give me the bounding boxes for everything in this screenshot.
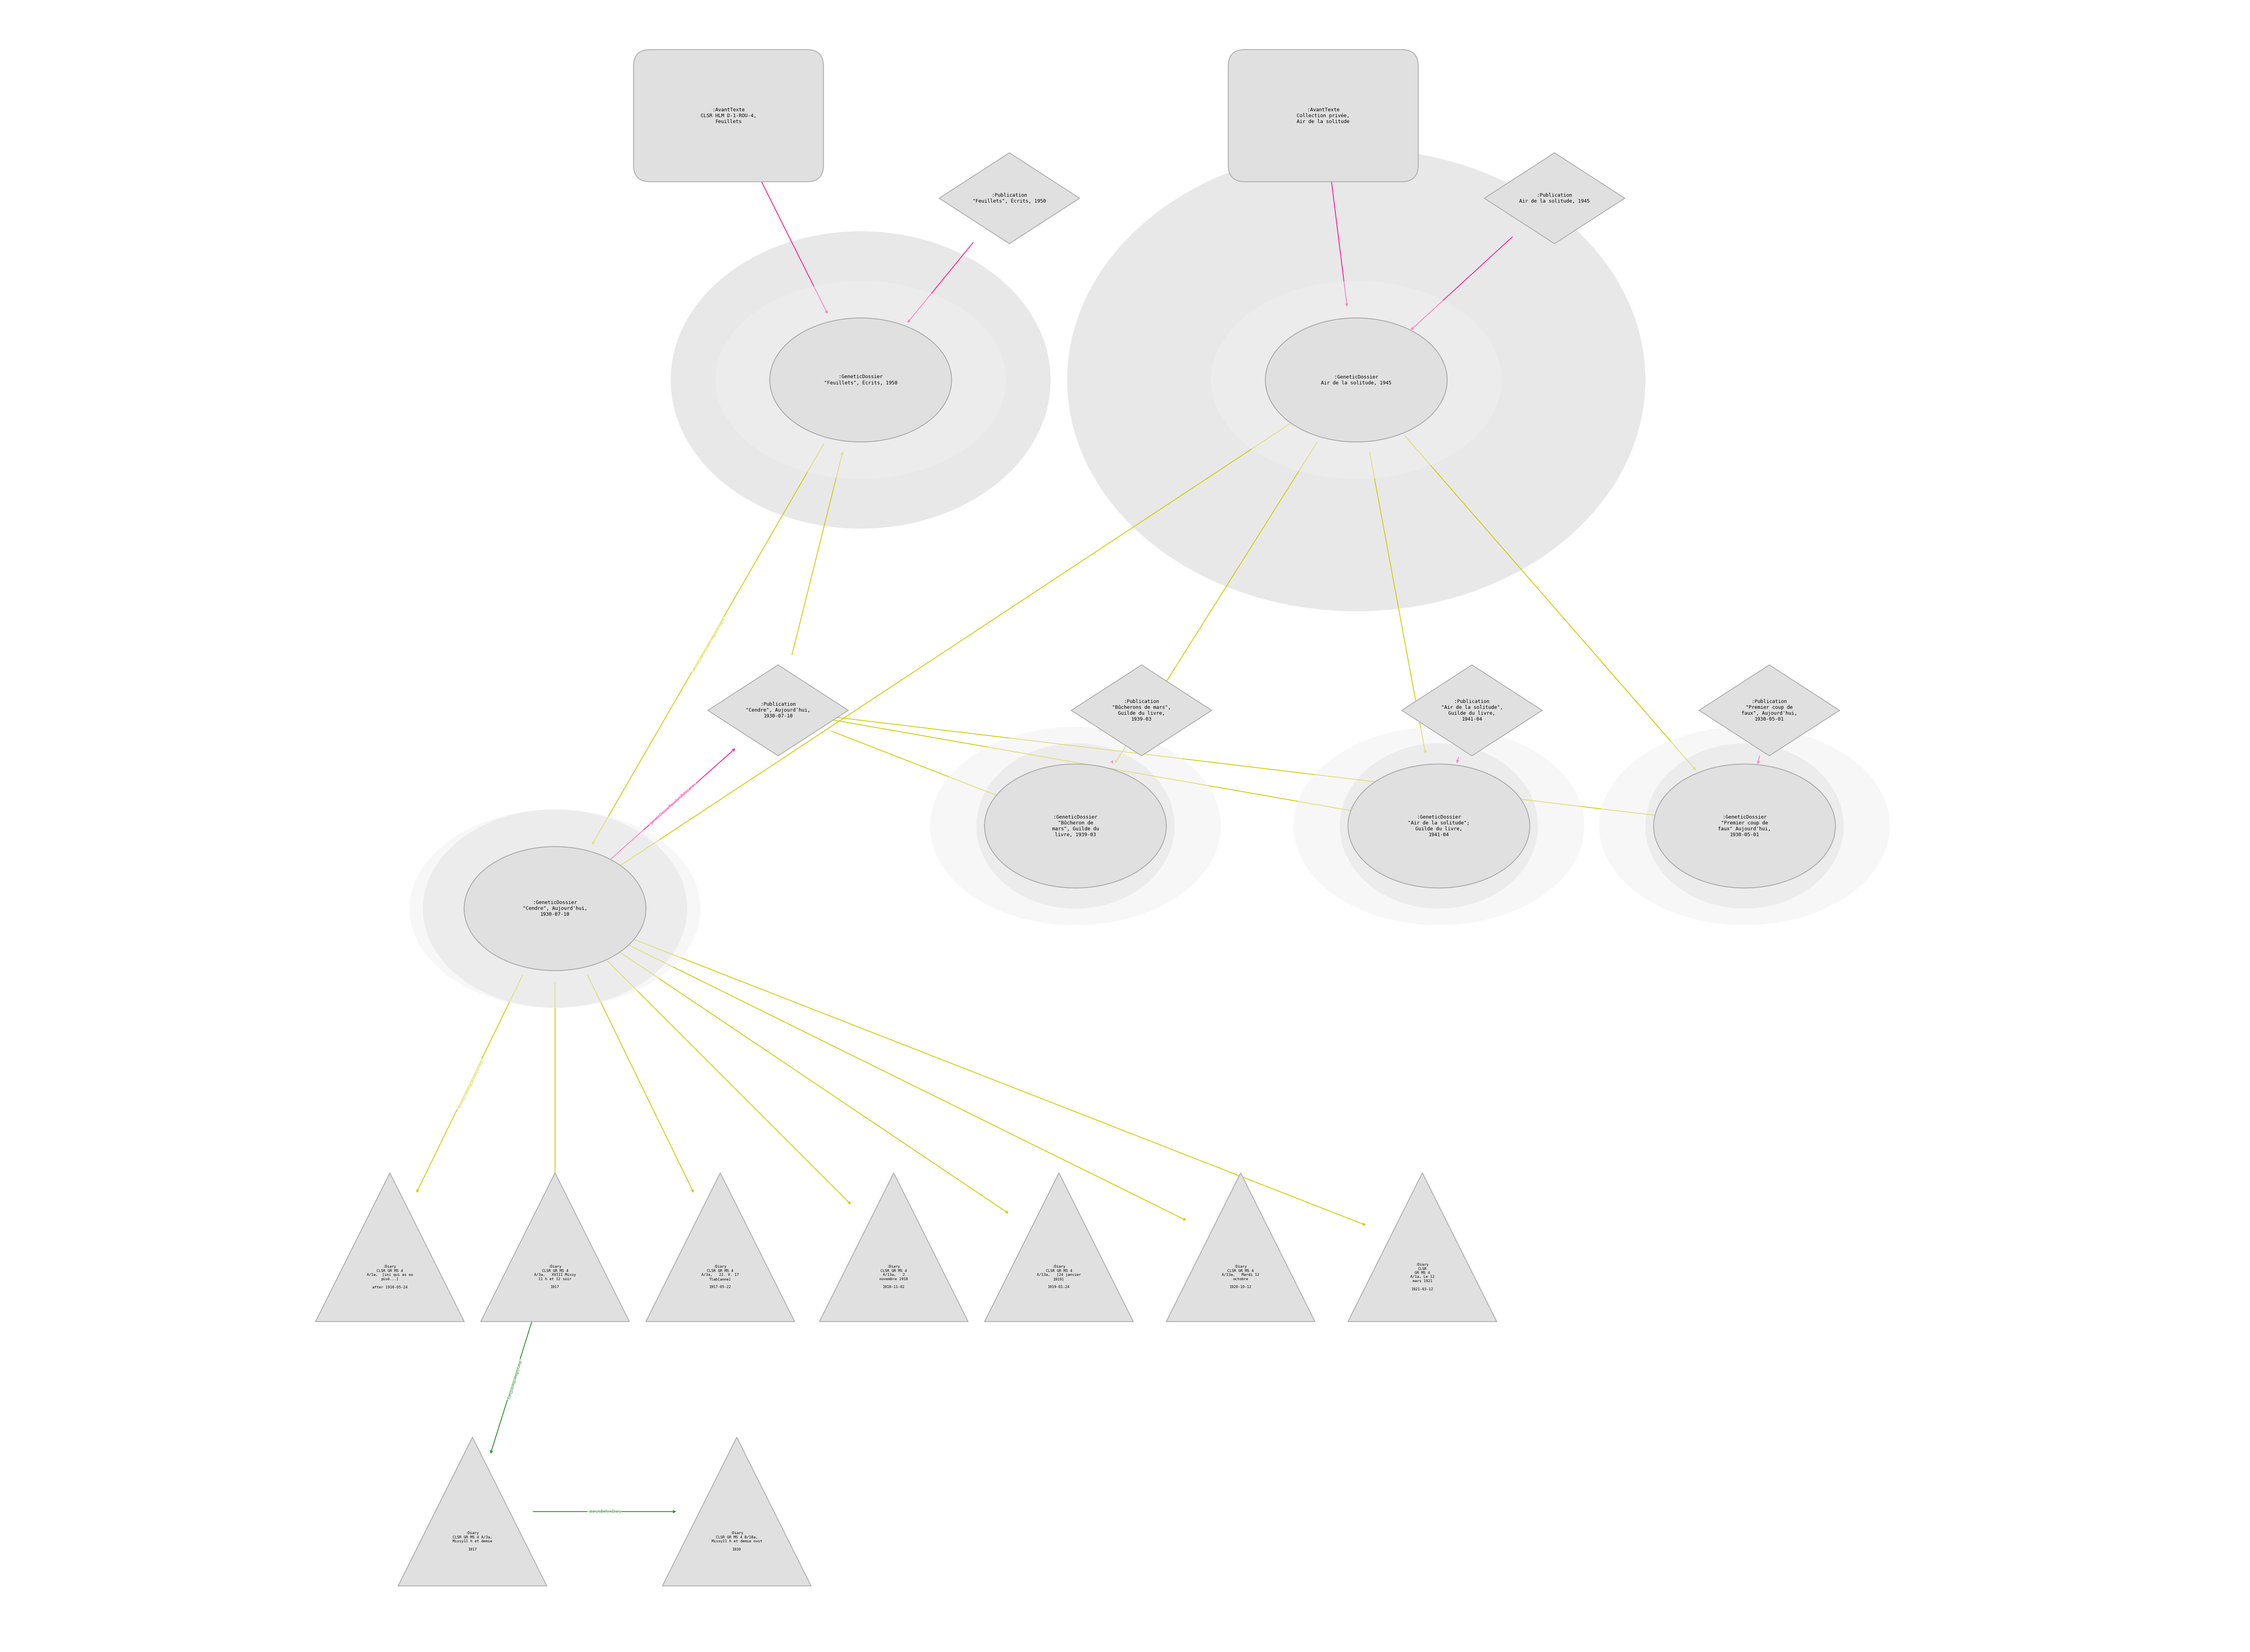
Text: :Diary
CLSR GR MS 4 A/3a,
Missy11 h et demie

1917: :Diary CLSR GR MS 4 A/3a, Missy11 h et d… [452,1531,493,1551]
Text: :diaryIsRewrittenInDiary: :diaryIsRewrittenInDiary [506,1360,522,1399]
Polygon shape [1485,154,1624,243]
Ellipse shape [1211,281,1501,479]
Ellipse shape [463,846,646,970]
Text: :Diary
CLSR GR MS 4
A/1a,  [ini qui as ou
pisé...]

after 1916-05-24: :Diary CLSR GR MS 4 A/1a, [ini qui as ou… [367,1265,414,1289]
Ellipse shape [770,317,952,441]
Polygon shape [819,1173,968,1322]
FancyBboxPatch shape [1228,50,1418,182]
Text: :Publication
"Cendre", Aujourd'hui,
1930-07-10: :Publication "Cendre", Aujourd'hui, 1930… [745,702,810,719]
Text: :GeneticDossier
"Feuillets", Écrits, 1950: :GeneticDossier "Feuillets", Écrits, 195… [824,375,898,385]
Ellipse shape [1348,763,1530,889]
Polygon shape [709,666,848,757]
Text: :GeneticDossier
"Bûcheron de
mars", Guilde du
livre, 1939-03: :GeneticDossier "Bûcheron de mars", Guil… [1053,814,1098,838]
Ellipse shape [409,809,700,1008]
Ellipse shape [986,763,1166,889]
Polygon shape [646,1173,794,1322]
Polygon shape [398,1437,547,1586]
Text: :Diary
CLSR GR MS 4
A/3a,   XVIII Missy
11 h et 12 soir

1917: :Diary CLSR GR MS 4 A/3a, XVIII Missy 11… [533,1265,576,1289]
Ellipse shape [1600,727,1890,925]
Ellipse shape [1645,743,1843,909]
Text: :Publication
"Feuillets", Écrits, 1950: :Publication "Feuillets", Écrits, 1950 [972,193,1046,203]
Ellipse shape [463,846,646,970]
Ellipse shape [929,727,1222,925]
Ellipse shape [423,809,686,1008]
Polygon shape [938,154,1080,243]
Ellipse shape [986,763,1166,889]
Text: :GeneticDossier
"Premier coup de
faux" Aujourd'hui,
1930-05-01: :GeneticDossier "Premier coup de faux" A… [1719,814,1771,838]
Text: :diaryIsBeforeDiary: :diaryIsBeforeDiary [587,1510,621,1513]
FancyBboxPatch shape [634,50,824,182]
Text: :publicationReusedInGeneticDossier: :publicationReusedInGeneticDossier [691,616,724,672]
Text: :Diary
CLSR GR MS 4 B/18a,
Missy11 h et demie nuit

1930: :Diary CLSR GR MS 4 B/18a, Missy11 h et … [711,1531,763,1551]
Ellipse shape [1264,317,1447,441]
Text: :Publication
"Bûcherons de mars",
Guilde du livre,
1939-03: :Publication "Bûcherons de mars", Guilde… [1111,699,1170,722]
Text: :Diary
CLSR GR MS 4
A/3a,   22. V. 17
Tlab[anne]

1917-05-22: :Diary CLSR GR MS 4 A/3a, 22. V. 17 Tlab… [702,1265,738,1289]
Polygon shape [1699,666,1840,757]
Ellipse shape [716,281,1006,479]
Polygon shape [662,1437,810,1586]
Polygon shape [1071,666,1213,757]
Text: :AvantTexte
CLSR HLM D-1-ROU-4,
Feuillets: :AvantTexte CLSR HLM D-1-ROU-4, Feuillet… [700,107,756,124]
Text: :Diary
CLSR GR MS 4
A/13a,   [24 janvier
1919]

1919-01-24: :Diary CLSR GR MS 4 A/13a, [24 janvier 1… [1037,1265,1080,1289]
Ellipse shape [976,743,1174,909]
Polygon shape [1402,666,1541,757]
Text: :GeneticDossier
"Cendre", Aujourd'hui,
1930-07-10: :GeneticDossier "Cendre", Aujourd'hui, 1… [522,900,587,917]
Text: :GeneticDossier
Air de la solitude, 1945: :GeneticDossier Air de la solitude, 1945 [1321,375,1390,385]
Polygon shape [986,1173,1134,1322]
Text: :Publication
"Premier coup de
faux", Aujourd'hui,
1930-05-01: :Publication "Premier coup de faux", Auj… [1742,699,1798,722]
Text: :diaryIsSourceOfGeneticDossier: :diaryIsSourceOfGeneticDossier [457,1059,484,1108]
Polygon shape [482,1173,630,1322]
Text: :Diary
CLSR
GR MS 4
A/1a, Le 12
mars 1921

1921-03-12: :Diary CLSR GR MS 4 A/1a, Le 12 mars 192… [1411,1264,1436,1290]
Ellipse shape [1264,317,1447,441]
Text: :Diary
CLSR GR MS 4
A/13a,   2
novembre 1918

1918-11-02: :Diary CLSR GR MS 4 A/13a, 2 novembre 19… [880,1265,909,1289]
Ellipse shape [1339,743,1539,909]
Text: :Diary
CLSR GR MS 4
A/13a,   Mardi 12
octobre

1920-10-12: :Diary CLSR GR MS 4 A/13a, Mardi 12 octo… [1222,1265,1260,1289]
Text: :Publication
Air de la solitude, 1945: :Publication Air de la solitude, 1945 [1519,193,1591,203]
Ellipse shape [770,317,952,441]
Text: :geneticDossierResultsInPublication: :geneticDossierResultsInPublication [648,783,698,826]
Text: :Publication
"Air de la solitude",
Guilde du livre,
1941-04: :Publication "Air de la solitude", Guild… [1440,699,1503,722]
Polygon shape [1348,1173,1496,1322]
Polygon shape [1166,1173,1314,1322]
Ellipse shape [1066,149,1645,611]
Text: :GeneticDossier
"Air de la solitude";
Guilde du livre,
1941-04: :GeneticDossier "Air de la solitude"; Gu… [1408,814,1469,838]
Polygon shape [315,1173,463,1322]
Ellipse shape [1654,763,1836,889]
Ellipse shape [670,231,1051,529]
Ellipse shape [1654,763,1836,889]
Ellipse shape [1294,727,1584,925]
Ellipse shape [1348,763,1530,889]
Text: :AvantTexte
Collection privée,
Air de la solitude: :AvantTexte Collection privée, Air de la… [1296,107,1350,124]
